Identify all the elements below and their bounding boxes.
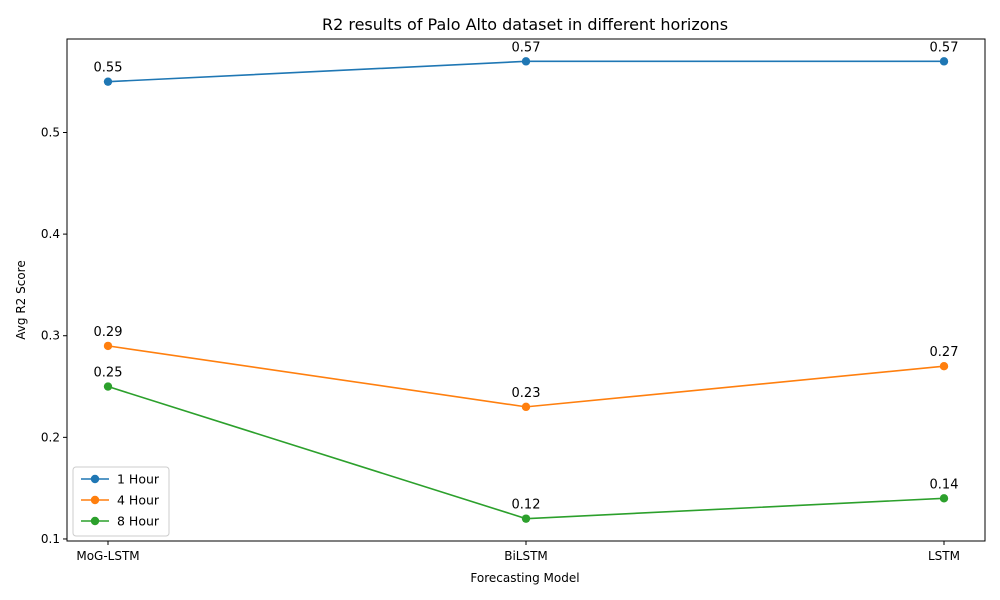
data-label: 0.57	[512, 40, 541, 55]
y-tick-label: 0.5	[41, 125, 60, 139]
data-point	[103, 341, 113, 351]
legend-entry: 8 Hour	[117, 514, 160, 529]
data-point	[103, 382, 113, 391]
chart-title: R2 results of Palo Alto dataset in diffe…	[322, 15, 728, 34]
legend: 1 Hour 4 Hour 8 Hour	[72, 466, 170, 537]
y-tick-label: 0.1	[41, 532, 60, 546]
data-label: 0.57	[930, 40, 959, 55]
y-axis-label: Avg R2 Score	[14, 260, 28, 339]
x-tick-label: LSTM	[928, 549, 960, 563]
y-tick-label: 0.3	[41, 329, 60, 343]
legend-entry: 4 Hour	[117, 493, 160, 508]
data-point	[521, 402, 531, 412]
data-point	[939, 362, 949, 371]
data-point	[103, 77, 113, 86]
data-point	[521, 57, 531, 66]
plot-frame	[66, 38, 986, 542]
axis-ticks: 0.1 0.2 0.3 0.4 0.5 MoG-LSTM BiLSTM LSTM	[41, 125, 960, 563]
data-label: 0.12	[512, 498, 541, 513]
data-label: 0.29	[94, 325, 123, 340]
legend-swatch-marker	[90, 516, 100, 526]
data-label: 0.27	[930, 345, 959, 360]
legend-swatch-marker	[90, 474, 100, 484]
x-axis-label: Forecasting Model	[470, 571, 579, 585]
series-layer	[103, 57, 949, 523]
legend-swatch-marker	[90, 495, 100, 505]
y-tick-label: 0.2	[41, 430, 60, 444]
x-tick-label: MoG-LSTM	[76, 549, 139, 563]
y-tick-label: 0.4	[41, 227, 60, 241]
data-labels: 0.55 0.57 0.57 0.29 0.23 0.27 0.25 0.12 0.14	[94, 40, 959, 512]
x-tick-label: BiLSTM	[504, 549, 548, 563]
legend-entry: 1 Hour	[117, 472, 160, 487]
data-label: 0.14	[930, 477, 959, 492]
data-label: 0.55	[94, 61, 123, 76]
data-point	[939, 57, 949, 66]
data-label: 0.23	[512, 386, 541, 401]
data-point	[521, 514, 531, 523]
data-point	[939, 494, 949, 503]
data-label: 0.25	[94, 366, 123, 381]
